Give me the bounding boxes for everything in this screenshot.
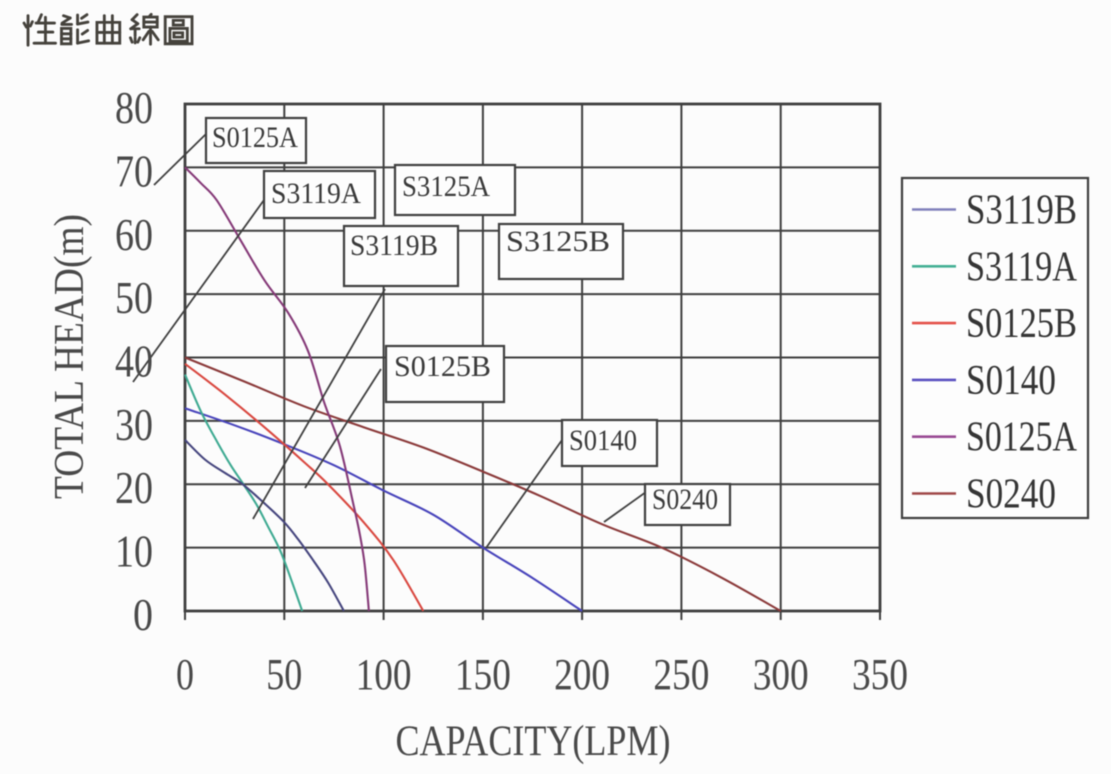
svg-text:S3119B: S3119B: [966, 188, 1077, 234]
svg-text:S3119B: S3119B: [350, 229, 438, 262]
svg-text:150: 150: [455, 650, 511, 699]
svg-text:30: 30: [115, 399, 153, 450]
svg-text:0: 0: [133, 589, 153, 640]
svg-text:S0125B: S0125B: [966, 301, 1077, 347]
svg-text:S0240: S0240: [966, 472, 1056, 518]
svg-text:S0140: S0140: [966, 358, 1056, 404]
svg-text:50: 50: [115, 272, 153, 323]
svg-text:S3119A: S3119A: [271, 177, 361, 210]
svg-text:S0140: S0140: [569, 424, 637, 457]
svg-text:10: 10: [115, 526, 153, 577]
svg-text:250: 250: [653, 650, 709, 699]
svg-text:0: 0: [176, 650, 194, 699]
svg-text:TOTAL HEAD(m): TOTAL HEAD(m): [47, 214, 93, 499]
svg-text:20: 20: [115, 462, 153, 513]
svg-text:300: 300: [753, 650, 809, 699]
svg-text:S3119A: S3119A: [966, 244, 1078, 290]
svg-text:40: 40: [115, 336, 153, 387]
svg-text:S0125A: S0125A: [966, 415, 1078, 461]
svg-text:S3125A: S3125A: [402, 170, 490, 203]
svg-text:CAPACITY(LPM): CAPACITY(LPM): [396, 718, 671, 765]
svg-text:S3125B: S3125B: [506, 225, 610, 258]
svg-text:S0125A: S0125A: [212, 121, 298, 154]
svg-text:350: 350: [852, 650, 908, 699]
svg-text:S0125B: S0125B: [394, 350, 491, 383]
svg-text:200: 200: [554, 650, 610, 699]
svg-text:50: 50: [266, 650, 302, 699]
svg-text:60: 60: [115, 209, 153, 260]
svg-text:80: 80: [115, 82, 153, 133]
svg-text:S0240: S0240: [652, 483, 718, 516]
svg-text:100: 100: [356, 650, 412, 699]
svg-text:70: 70: [115, 145, 153, 196]
